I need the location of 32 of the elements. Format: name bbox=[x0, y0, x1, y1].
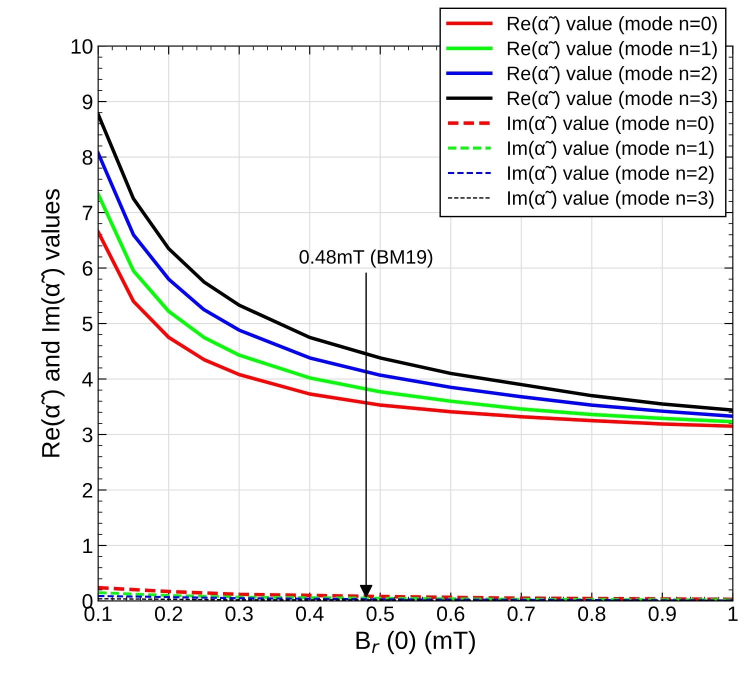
x-tick-label: 0.9 bbox=[648, 606, 676, 622]
y-tick-label: 4 bbox=[82, 372, 93, 387]
legend-label: Im(α̃ ) value (mode n=1) bbox=[508, 140, 714, 159]
x-tick-label: 1 bbox=[728, 606, 738, 621]
legend-label: Im(α̃ ) value (mode n=0) bbox=[508, 116, 714, 134]
x-tick-label: 0.3 bbox=[226, 606, 253, 622]
y-axis-title: Re(α̃ ) and Im(α̃ ) values bbox=[41, 189, 65, 457]
y-tick-label: 6 bbox=[82, 261, 92, 276]
y-tick-label: 9 bbox=[82, 94, 92, 110]
annotation: 0.48mT (BM19) bbox=[300, 250, 432, 268]
line-series bbox=[98, 192, 733, 424]
legend-label: Re(α̃ ) value (mode n=1) bbox=[508, 41, 717, 60]
x-tick-label: 0.2 bbox=[155, 606, 182, 622]
y-tick-label: 5 bbox=[82, 316, 92, 332]
y-tick-label: 8 bbox=[82, 150, 92, 165]
y-tick-label: 10 bbox=[72, 39, 92, 54]
y-tick-label: 2 bbox=[82, 482, 92, 498]
x-tick-label: 0.6 bbox=[437, 606, 464, 622]
legend-label: Re(α̃ ) value (mode n=0) bbox=[508, 16, 717, 34]
x-tick-label: 0.5 bbox=[366, 606, 394, 622]
x-tick-label: 0.8 bbox=[578, 606, 606, 622]
y-tick-label: 3 bbox=[82, 428, 92, 442]
legend-label: Re(α̃ ) value (mode n=3) bbox=[508, 90, 717, 110]
y-tick-label: 1 bbox=[83, 538, 92, 554]
line-series bbox=[98, 230, 733, 428]
legend-label: Im(α̃ ) value (mode n=2) bbox=[508, 166, 714, 184]
legend-label: Im(α̃ ) value (mode n=3) bbox=[508, 190, 714, 209]
x-tick-label: 0.7 bbox=[508, 606, 535, 622]
legend-label: Re(α̃ ) value (mode n=2) bbox=[508, 66, 717, 84]
x-tick-label: 0.4 bbox=[296, 606, 324, 622]
y-tick-label: 7 bbox=[82, 206, 92, 220]
x-axis-title: B$_{r}$ (0) (mT) bbox=[356, 630, 475, 654]
